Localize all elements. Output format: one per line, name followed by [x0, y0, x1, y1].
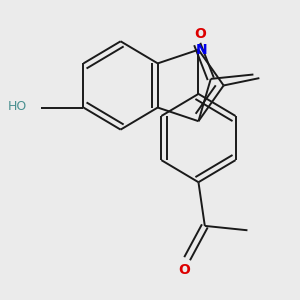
Text: O: O [178, 263, 190, 277]
Text: O: O [194, 27, 206, 41]
Text: HO: HO [8, 100, 27, 112]
Text: N: N [196, 43, 207, 57]
